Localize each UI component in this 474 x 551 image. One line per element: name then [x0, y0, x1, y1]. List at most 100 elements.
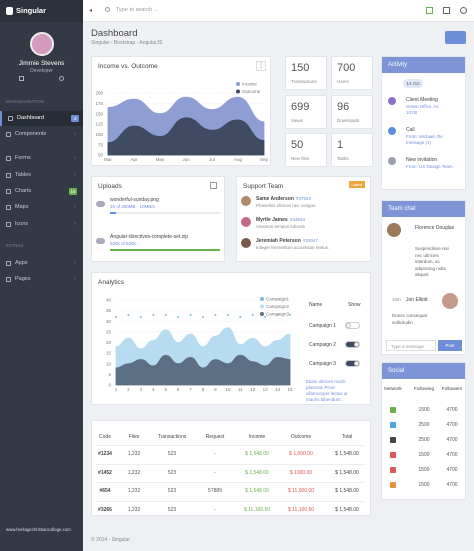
campaign-name: Campaign 1 — [309, 323, 336, 329]
dot — [139, 316, 142, 318]
post-button[interactable]: Post — [438, 340, 462, 351]
nav-item[interactable]: Charts 16 — [0, 184, 83, 199]
dot — [189, 313, 192, 316]
chat-text: nec ultricies — [415, 252, 439, 258]
col-header: Name — [309, 302, 323, 308]
area — [107, 117, 265, 156]
x-tick-label: 4 — [152, 387, 155, 392]
nav-icon — [6, 156, 11, 161]
table-header: Followers — [441, 387, 463, 392]
nav-item[interactable]: Components › — [0, 127, 83, 142]
dot — [214, 313, 217, 316]
data-table: Code Files Transactions Request Income Outcom… — [91, 420, 371, 516]
file-info: 15 of 300MB - 10MB/s — [110, 204, 155, 209]
stat-label: Views — [291, 117, 303, 123]
nav-item[interactable]: Apps › — [0, 256, 83, 271]
support-panel: Support Team Latest Same Anderson #47543 P… — [236, 176, 371, 262]
table-header: Income — [248, 434, 266, 440]
avatar — [241, 196, 251, 206]
header-button[interactable] — [445, 31, 466, 44]
social-count: 4700 — [446, 437, 458, 443]
note-line: placerat. Proin — [306, 385, 336, 390]
nav-item[interactable]: Maps › — [0, 200, 83, 215]
panel-title: Income vs. Outcome — [98, 63, 158, 70]
y-tick-label: 50 — [98, 153, 104, 158]
x-tick-label: Sep — [260, 157, 269, 162]
note-line: mauris bibendum. — [306, 397, 342, 402]
uploads-panel: Uploads wonderful-sunday.png 15 of 300MB … — [91, 176, 225, 262]
nav-item[interactable]: Tables › — [0, 168, 83, 183]
avatar — [241, 238, 251, 248]
avatar — [442, 293, 458, 309]
icon[interactable] — [59, 76, 64, 81]
toggle[interactable] — [345, 360, 360, 367]
area — [115, 354, 291, 386]
nav-label: Forms — [15, 155, 31, 161]
nav-label: Tables — [15, 172, 31, 178]
search-input[interactable]: Type to search ... — [116, 7, 159, 13]
avatar — [241, 217, 251, 227]
file-name: wonderful-sunday.png — [110, 197, 159, 203]
y-tick-label: 15 — [106, 351, 112, 356]
nav-item[interactable]: Icons › — [0, 217, 83, 232]
file-name: Angular-directives-complete-set.zip — [110, 234, 189, 240]
icon[interactable] — [460, 7, 467, 14]
legend-label: Campaign3 — [266, 312, 290, 317]
table-cell: - — [214, 469, 216, 476]
icon[interactable] — [19, 76, 24, 81]
legend-swatch — [236, 82, 240, 86]
stat-box: 50 New files — [285, 133, 327, 167]
stat-value: 700 — [337, 62, 356, 74]
icon[interactable] — [443, 7, 450, 14]
table-header: Outcome — [290, 434, 312, 440]
ticket-text: Vivamus tempus lobortis — [256, 224, 305, 229]
x-tick-label: 6 — [177, 387, 180, 392]
x-tick-label: 12 — [250, 387, 256, 392]
table-cell: 523 — [167, 451, 177, 457]
legend-label: Campaign1 — [266, 297, 290, 302]
toggle[interactable] — [345, 322, 360, 329]
social-count: 4700 — [446, 467, 458, 473]
icon[interactable] — [426, 7, 433, 14]
network-icon — [390, 422, 396, 428]
nav-item[interactable]: Dashboard 4 — [0, 111, 83, 126]
nav-icon — [6, 277, 11, 282]
table-header: Files — [128, 434, 140, 440]
y-tick-label: 20 — [106, 340, 112, 345]
social-count: 2500 — [418, 422, 430, 428]
row-divider — [96, 500, 366, 502]
x-tick-label: 7 — [189, 387, 192, 392]
social-count: 1500 — [418, 407, 430, 413]
panel-title: Team chat — [388, 206, 416, 212]
chat-time: 10m — [392, 297, 401, 302]
nav-label: Dashboard — [17, 115, 44, 121]
toggle[interactable] — [345, 341, 360, 348]
chat-author: Jon Elliott — [406, 297, 428, 303]
dot — [239, 316, 242, 318]
x-tick-label: 9 — [214, 387, 217, 392]
y-tick-label: 40 — [106, 298, 112, 303]
nav-item[interactable]: Forms › — [0, 151, 83, 166]
avatar — [387, 223, 401, 237]
menu-toggle[interactable]: ◂ — [89, 8, 93, 14]
upload-button[interactable] — [210, 182, 217, 189]
nav-chevron: › — [74, 221, 76, 227]
nav-section-title: EXTRAS — [6, 243, 24, 248]
nav-chevron: › — [74, 155, 76, 161]
income-panel: Income vs. Outcome ⋮ 50 75 100 125 150 175 200… — [91, 56, 271, 166]
social-count: 4700 — [446, 422, 458, 428]
row-divider — [96, 482, 366, 483]
stat-box: 699 Views — [285, 94, 327, 129]
x-tick-label: 14 — [275, 387, 281, 392]
topbar: ◂ Type to search ... — [83, 0, 474, 22]
nav-item[interactable]: Pages › — [0, 272, 83, 287]
social-count: 4700 — [446, 452, 458, 458]
stat-box: 150 Transactions — [285, 56, 327, 90]
ticket-text: Phasellus ultrices nec congue. — [256, 203, 317, 208]
panel-menu[interactable]: ⋮ — [256, 61, 266, 71]
chat-text: sollicitudin — [392, 319, 413, 325]
message-input[interactable]: Type a message — [386, 340, 436, 351]
table-cell: $ 1,548.00 — [335, 469, 359, 476]
activity-panel: Activity 14 Oct Client Meeting Green Offi… — [381, 56, 466, 190]
